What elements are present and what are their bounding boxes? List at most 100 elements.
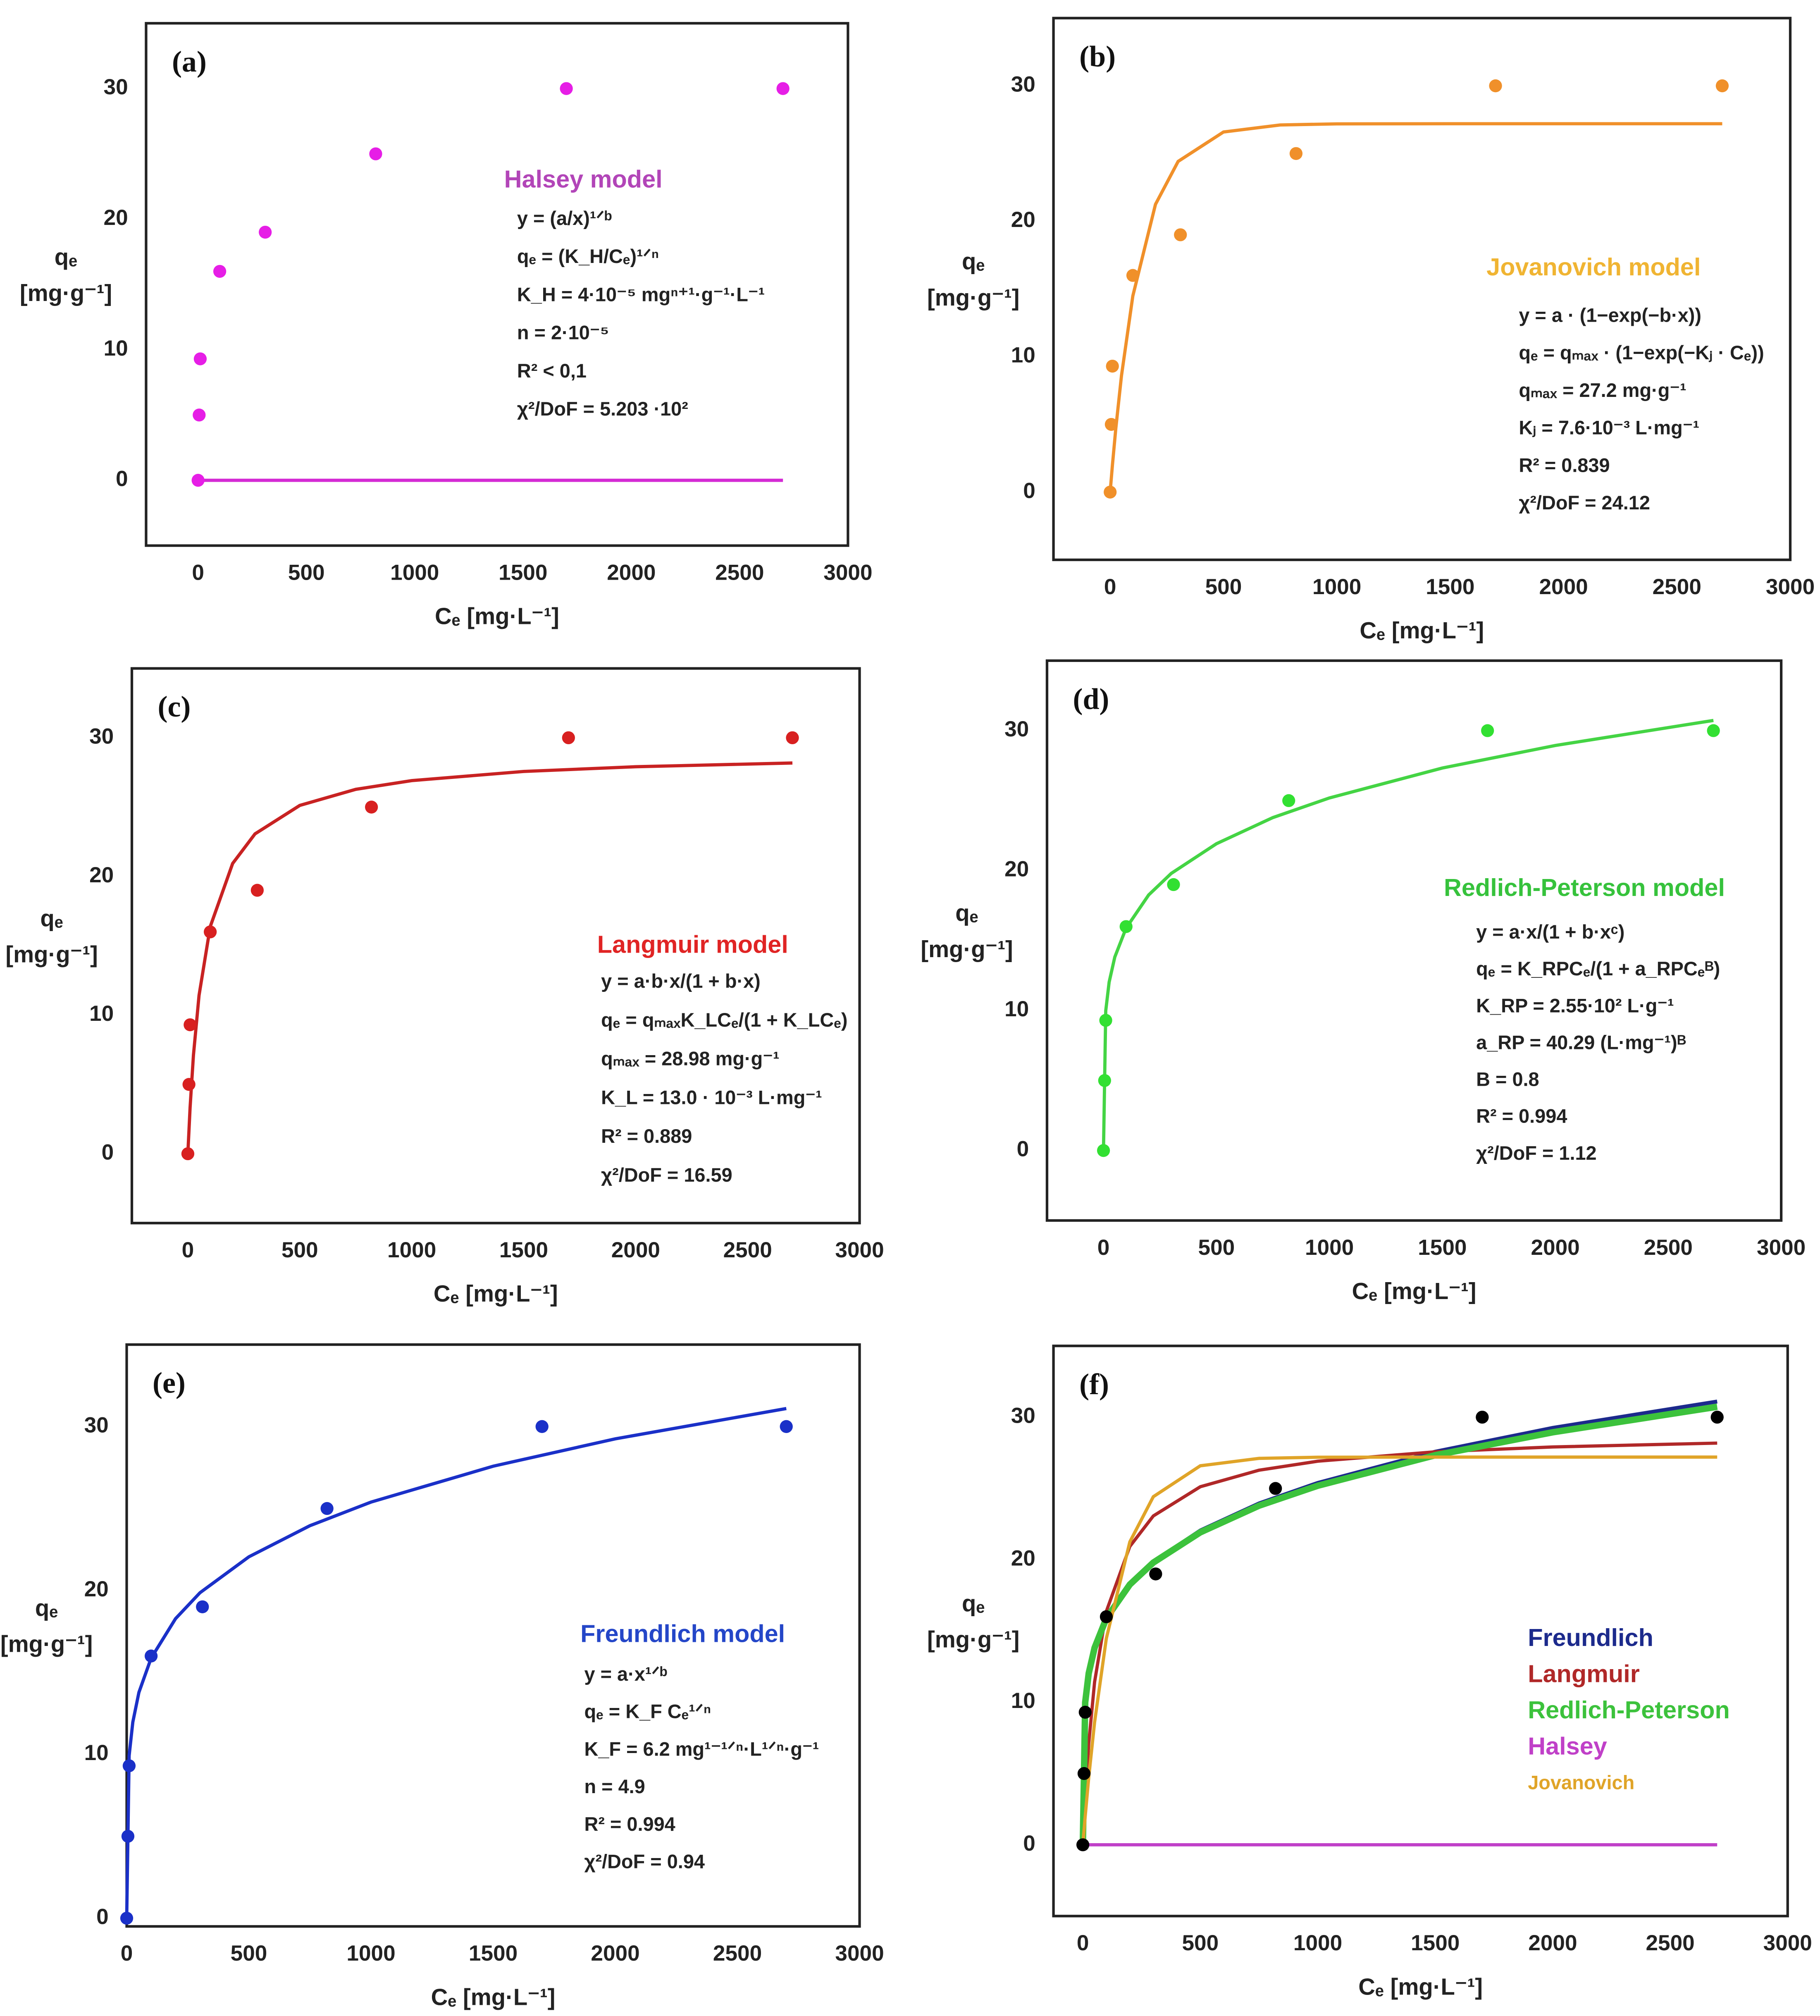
- plot-frame: [1045, 659, 1783, 1222]
- panel-label: (c): [158, 690, 191, 723]
- x-tick-label: 2000: [591, 1941, 639, 1966]
- data-point: [1289, 147, 1303, 160]
- annotation: n = 2·10⁻⁵: [517, 322, 609, 344]
- data-point: [259, 225, 272, 239]
- y-tick-label: 20: [1011, 208, 1035, 232]
- annotation: qₑ = qₘₐₓK_LCₑ/(1 + K_LCₑ): [601, 1009, 847, 1031]
- x-tick-label: 1000: [387, 1238, 436, 1262]
- y-axis-label: [mg·g⁻¹]: [0, 1631, 93, 1657]
- x-tick-label: 0: [1077, 1931, 1089, 1955]
- legend-entry: Redlich-Peterson: [1528, 1696, 1730, 1724]
- data-point: [369, 147, 382, 160]
- panel: 0 500 1000 1500 2000 2500 3000 0 10 20 30 Cₑ [mg·L⁻…: [927, 17, 1815, 643]
- x-tick-label: 1500: [499, 1238, 548, 1262]
- data-point: [1077, 1767, 1091, 1780]
- y-tick-label: 10: [1011, 1689, 1035, 1713]
- data-point: [213, 265, 227, 278]
- data-point: [776, 82, 790, 95]
- y-tick-label: 30: [1011, 1404, 1035, 1428]
- data-point: [1104, 485, 1117, 499]
- model-name: Langmuir model: [597, 931, 788, 958]
- x-tick-label: 1500: [1418, 1235, 1467, 1260]
- annotation: qₑ = (K_H/Cₑ)¹ᐟⁿ: [517, 246, 659, 267]
- annotation: R² = 0.889: [601, 1125, 692, 1147]
- data-point: [786, 731, 799, 745]
- data-point: [780, 1420, 793, 1433]
- panel-label: (a): [172, 45, 207, 78]
- plot-frame: [130, 667, 861, 1225]
- data-point: [1098, 1074, 1111, 1087]
- data-point: [144, 1649, 158, 1662]
- annotation: B = 0.8: [1476, 1069, 1539, 1090]
- annotation: qₑ = K_F Cₑ¹ᐟⁿ: [584, 1701, 711, 1722]
- data-point: [1174, 228, 1187, 241]
- x-tick-label: 3000: [835, 1238, 884, 1262]
- plot-frame: [145, 22, 849, 547]
- x-tick-label: 1000: [390, 560, 439, 585]
- data-point: [1167, 878, 1180, 891]
- x-tick-label: 1000: [1293, 1931, 1342, 1955]
- data-point: [1715, 79, 1729, 93]
- annotation: χ²/DoF = 5.203 ·10²: [517, 398, 688, 420]
- annotation: K_RP = 2.55·10² L·g⁻¹: [1476, 995, 1674, 1016]
- x-tick-label: 2500: [1644, 1235, 1693, 1260]
- x-tick-label: 2500: [723, 1238, 772, 1262]
- x-tick-label: 0: [192, 560, 204, 585]
- y-axis-label: [mg·g⁻¹]: [927, 284, 1019, 311]
- x-tick-label: 1000: [346, 1941, 395, 1966]
- data-point: [1097, 1144, 1110, 1157]
- panel: 0 500 1000 1500 2000 2500 3000 0 10 20 30 Cₑ [mg·L⁻…: [0, 1343, 884, 2010]
- x-tick-label: 1500: [1426, 575, 1474, 599]
- data-point: [1119, 920, 1133, 933]
- data-point: [203, 925, 217, 939]
- x-tick-label: 2000: [1528, 1931, 1577, 1955]
- y-tick-label: 10: [1004, 997, 1029, 1021]
- x-tick-label: 2000: [1539, 575, 1588, 599]
- x-axis-label: Cₑ [mg·L⁻¹]: [431, 1984, 556, 2010]
- data-point: [181, 1147, 195, 1161]
- x-tick-label: 1500: [469, 1941, 518, 1966]
- x-tick-label: 2500: [713, 1941, 762, 1966]
- data-point: [250, 884, 264, 897]
- y-tick-label: 20: [1004, 857, 1029, 881]
- data-point: [1076, 1838, 1090, 1851]
- data-point: [1710, 1410, 1724, 1424]
- y-tick-label: 10: [104, 336, 128, 361]
- data-point: [193, 408, 206, 422]
- x-tick-label: 2000: [1531, 1235, 1580, 1260]
- x-tick-label: 0: [1097, 1235, 1110, 1260]
- model-name: Redlich-Peterson model: [1444, 874, 1725, 901]
- data-point: [191, 474, 205, 487]
- data-point: [535, 1420, 549, 1433]
- y-axis-label: [mg·g⁻¹]: [927, 1627, 1019, 1653]
- data-point: [196, 1600, 209, 1613]
- annotation: K_L = 13.0 · 10⁻³ L·mg⁻¹: [601, 1087, 822, 1108]
- y-tick-label: 0: [102, 1140, 114, 1165]
- annotation: a_RP = 40.29 (L·mg⁻¹)ᴮ: [1476, 1032, 1686, 1053]
- data-point: [184, 1018, 197, 1032]
- x-tick-label: 1500: [499, 560, 547, 585]
- y-tick-label: 0: [116, 467, 128, 491]
- model-curve: [1079, 1403, 1718, 1845]
- data-point: [562, 731, 575, 745]
- y-tick-label: 20: [104, 205, 128, 230]
- data-point: [121, 1830, 135, 1843]
- fit-curve: [186, 761, 793, 1154]
- data-point: [1099, 1014, 1112, 1027]
- x-tick-label: 1000: [1312, 575, 1361, 599]
- annotation: y = a·x¹ᐟᵇ: [584, 1663, 667, 1685]
- plot-frame: [1052, 1345, 1789, 1918]
- plot-frame: [125, 1343, 861, 1928]
- x-tick-label: 500: [1205, 575, 1242, 599]
- x-tick-label: 2000: [607, 560, 656, 585]
- data-point: [1104, 418, 1118, 431]
- panel: 0 500 1000 1500 2000 2500 3000 0 10 20 30 Cₑ [mg·L⁻…: [5, 667, 884, 1307]
- data-point: [365, 800, 378, 814]
- x-axis-label: Cₑ [mg·L⁻¹]: [434, 1280, 558, 1307]
- x-tick-label: 0: [182, 1238, 194, 1262]
- x-tick-label: 2500: [715, 560, 764, 585]
- annotation: qₘₐₓ = 27.2 mg·g⁻¹: [1519, 380, 1686, 401]
- y-tick-label: 10: [84, 1741, 109, 1765]
